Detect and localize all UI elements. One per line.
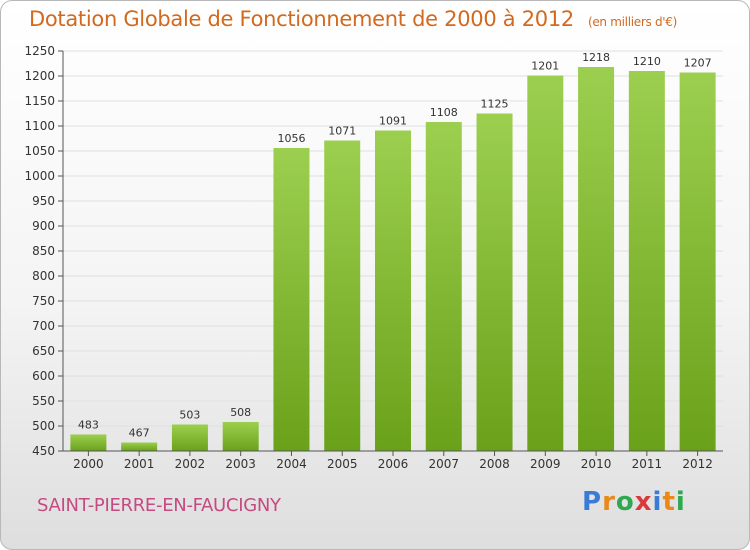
y-tick-label: 1200: [24, 69, 55, 83]
bar-2000: [70, 434, 107, 451]
commune-name: SAINT-PIERRE-EN-FAUCIGNY: [37, 495, 281, 516]
value-label-2007: 1108: [430, 106, 458, 119]
logo-letter: i: [675, 487, 686, 517]
y-tick-label: 700: [32, 319, 55, 333]
bar-2004: [273, 148, 310, 451]
value-label-2008: 1125: [481, 98, 509, 111]
y-tick-label: 650: [32, 344, 55, 358]
x-tick-label-2004: 2004: [276, 457, 307, 471]
proxiti-logo[interactable]: Proxiti: [582, 487, 686, 517]
x-tick-label-2002: 2002: [175, 457, 206, 471]
y-tick-label: 1250: [24, 44, 55, 58]
logo-letter: t: [662, 487, 676, 517]
y-tick-label: 900: [32, 219, 55, 233]
x-tick-label-2011: 2011: [632, 457, 663, 471]
x-tick-label-2008: 2008: [479, 457, 510, 471]
bar-2001: [121, 442, 158, 451]
bar-2005: [324, 140, 361, 451]
value-label-2005: 1071: [328, 125, 356, 138]
bar-2009: [527, 75, 564, 451]
x-tick-label-2007: 2007: [428, 457, 459, 471]
logo-letter: x: [634, 487, 653, 517]
y-tick-label: 950: [32, 194, 55, 208]
y-tick-label: 1000: [24, 169, 55, 183]
chart-title-text: Dotation Globale de Fonctionnement de 20…: [29, 7, 574, 31]
chart-title: Dotation Globale de Fonctionnement de 20…: [29, 7, 677, 31]
y-tick-label: 1100: [24, 119, 55, 133]
y-tick-label: 500: [32, 419, 55, 433]
y-tick-label: 850: [32, 244, 55, 258]
y-tick-label: 1050: [24, 144, 55, 158]
y-tick-label: 800: [32, 269, 55, 283]
value-label-2010: 1218: [582, 51, 610, 64]
x-tick-label-2003: 2003: [225, 457, 256, 471]
value-label-2011: 1210: [633, 55, 661, 68]
value-label-2002: 503: [179, 409, 200, 422]
bar-2008: [476, 113, 513, 451]
logo-letter: o: [615, 487, 635, 517]
value-label-2003: 508: [230, 406, 251, 419]
y-tick-label: 450: [32, 444, 55, 458]
logo-letter: P: [582, 487, 603, 517]
x-tick-label-2005: 2005: [327, 457, 358, 471]
x-tick-label-2009: 2009: [530, 457, 561, 471]
bar-2003: [222, 422, 259, 451]
logo-letter: i: [652, 487, 663, 517]
x-tick-label-2012: 2012: [682, 457, 713, 471]
x-tick-label-2010: 2010: [581, 457, 612, 471]
logo-letter: r: [602, 487, 616, 517]
value-label-2009: 1201: [531, 60, 559, 73]
y-tick-label: 750: [32, 294, 55, 308]
y-tick-label: 550: [32, 394, 55, 408]
value-label-2012: 1207: [684, 57, 712, 70]
value-label-2001: 467: [129, 427, 150, 440]
value-label-2004: 1056: [277, 132, 305, 145]
axes: 450 500 550 600 650 700 750 800 850 900 950 1000 105…: [24, 44, 723, 471]
bar-2007: [425, 122, 462, 451]
bar-2010: [578, 67, 615, 451]
bar-2006: [375, 130, 411, 451]
value-label-2006: 1091: [379, 115, 407, 128]
bars: 483 467 503 508 1056 1071 1091 1108 1125 1201 1218…: [70, 51, 716, 451]
chart-subtitle: (en milliers d'€): [587, 15, 677, 29]
bar-2002: [171, 424, 208, 451]
x-tick-label-2001: 2001: [124, 457, 155, 471]
x-tick-label-2000: 2000: [73, 457, 104, 471]
y-tick-label: 1150: [24, 94, 55, 108]
value-label-2000: 483: [78, 419, 99, 432]
y-tick-label: 600: [32, 369, 55, 383]
bar-2011: [628, 71, 665, 451]
x-tick-label-2006: 2006: [378, 457, 409, 471]
bar-2012: [679, 72, 716, 451]
